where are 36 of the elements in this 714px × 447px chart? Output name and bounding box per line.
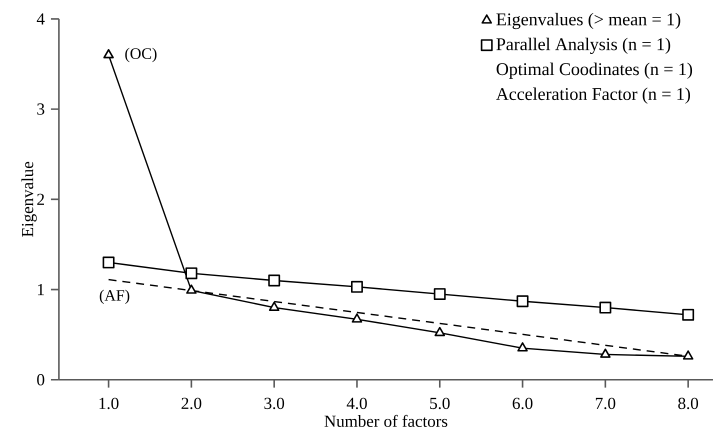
annotation: Optimal Coodinates (n = 1) [496,62,692,79]
point [682,308,694,321]
point [600,348,611,358]
point [268,274,280,286]
x-tick-label: 4.0 [346,398,367,410]
y-tick-label: 0 [37,374,44,386]
point [434,326,446,336]
x-tick-label: 1.0 [100,398,118,410]
legend-label: Parallel Analysis (n = 1) [496,38,670,54]
y-tick-label: 4 [36,13,45,24]
y-tick-label: 3 [37,103,44,115]
point [517,342,528,352]
x-tick-label: 8.0 [678,398,698,410]
annotation: (AF) [100,289,130,304]
y-tick-label: 1 [38,284,44,295]
y-axis-title: Eigenvalue [21,162,37,237]
point [185,267,198,280]
x-tick-label: 6.0 [512,398,532,410]
point [599,301,612,314]
point [186,284,197,294]
x-tick-label: 5.0 [430,398,450,410]
point [516,295,529,308]
annotation: Acceleration Factor (n = 1) [496,87,690,104]
point [102,256,115,268]
annotation: (OC) [125,48,157,62]
point [434,288,446,300]
x-tick-label: 7.0 [596,398,616,410]
x-tick-label: 2.0 [182,398,202,410]
x-tick-label: 3.0 [264,398,284,410]
x-axis-title: Number of factors [324,414,448,427]
point [352,313,362,323]
legend-label: Eigenvalues (> mean = 1) [496,12,680,29]
point [682,350,694,360]
point [351,280,363,293]
y-tick-label: 2 [37,194,44,205]
point [268,301,280,311]
